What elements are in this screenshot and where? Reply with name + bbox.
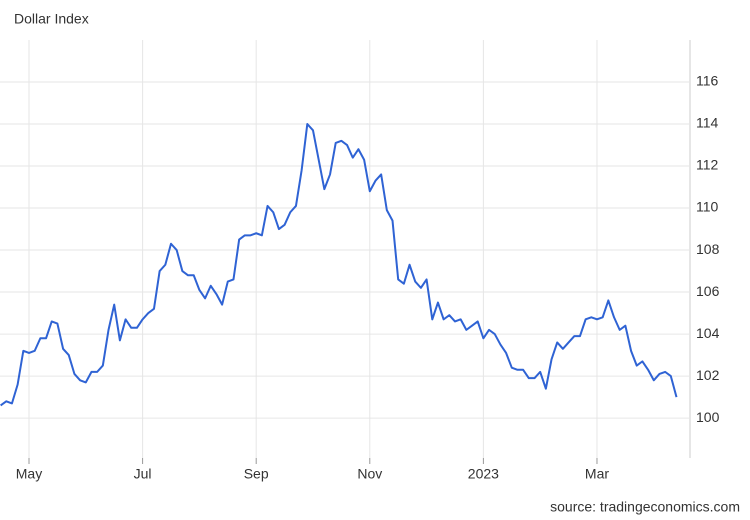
data-line — [0, 123, 678, 407]
y-tick-label: 110 — [696, 199, 719, 215]
x-tick-label: Mar — [585, 466, 609, 482]
y-tick-label: 100 — [696, 409, 720, 425]
y-tick-label: 106 — [696, 283, 720, 299]
chart-title: Dollar Index — [14, 11, 89, 27]
x-tick-label: 2023 — [468, 466, 499, 482]
y-tick-label: 116 — [696, 73, 719, 89]
y-tick-label: 108 — [696, 241, 720, 257]
x-tick-label: Jul — [134, 466, 152, 482]
x-tick-label: May — [16, 466, 42, 482]
y-tick-label: 104 — [696, 325, 720, 341]
x-tick-label: Nov — [357, 466, 382, 482]
source-note: source: tradingeconomics.com — [550, 499, 740, 515]
y-tick-label: 114 — [696, 115, 719, 131]
y-tick-label: 112 — [696, 157, 719, 173]
x-tick-label: Sep — [244, 466, 269, 482]
y-tick-label: 102 — [696, 367, 720, 383]
